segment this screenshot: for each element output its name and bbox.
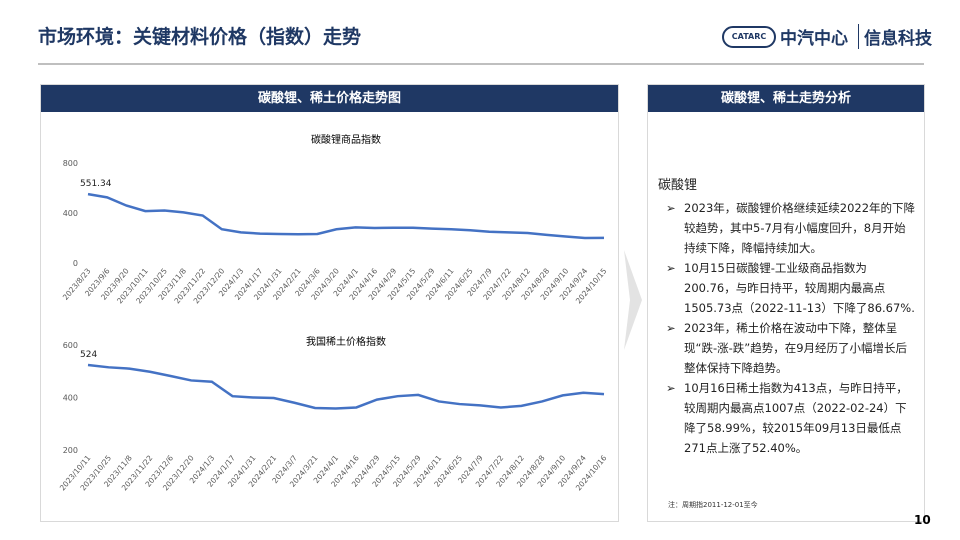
- chevron: [624, 250, 642, 350]
- brand: 中汽中心: [780, 29, 848, 49]
- chart-title: 碳酸锂商品指数: [311, 133, 381, 146]
- right-panel: 碳酸锂、稀土走势分析: [647, 84, 925, 522]
- slide-title: 市场环境：关键材料价格（指数）走势: [38, 26, 362, 48]
- logo: CATARC: [722, 26, 776, 48]
- page-number: 10: [914, 513, 931, 527]
- divider: [38, 63, 924, 65]
- data-label: 551.34: [80, 179, 112, 189]
- brand-sub: 信息科技: [858, 24, 932, 49]
- subheading: 碳酸锂: [658, 178, 698, 193]
- chart-title: 我国稀土价格指数: [306, 335, 386, 348]
- y-tick-label: 400: [63, 209, 78, 218]
- y-tick-label: 400: [63, 394, 78, 403]
- data-label: 524: [80, 350, 97, 360]
- analysis: 碳酸锂 2023年，碳酸锂价格继续延续2022年的下降较趋势，其中5-7月有小幅…: [658, 176, 916, 458]
- bullet-list: 2023年，碳酸锂价格继续延续2022年的下降较趋势，其中5-7月有小幅度回升，…: [658, 198, 916, 458]
- bullet: 10月16日稀土指数为413点，与昨日持平，较周期内最高点1007点（2022-…: [658, 378, 916, 458]
- y-tick-label: 800: [63, 159, 78, 168]
- line: [87, 192, 605, 240]
- bullet: 2023年，稀土价格在波动中下降，整体呈现“跌-涨-跌”趋势，在9月经历了小幅增…: [658, 318, 916, 378]
- y-tick-label: 0: [73, 259, 78, 268]
- y-tick-label: 200: [63, 446, 78, 455]
- note: 注：周期指2011-12-01至今: [668, 501, 758, 509]
- line: [87, 363, 605, 410]
- y-tick-label: 600: [63, 341, 78, 350]
- panel-title: 碳酸锂、稀土走势分析: [648, 85, 924, 112]
- bullet: 2023年，碳酸锂价格继续延续2022年的下降较趋势，其中5-7月有小幅度回升，…: [658, 198, 916, 258]
- left-panel: 碳酸锂、稀土价格走势图: [40, 84, 619, 522]
- bullet: 10月15日碳酸锂-工业级商品指数为200.76，与昨日持平，较周期内最高点15…: [658, 258, 916, 318]
- panel-title: 碳酸锂、稀土价格走势图: [41, 85, 618, 112]
